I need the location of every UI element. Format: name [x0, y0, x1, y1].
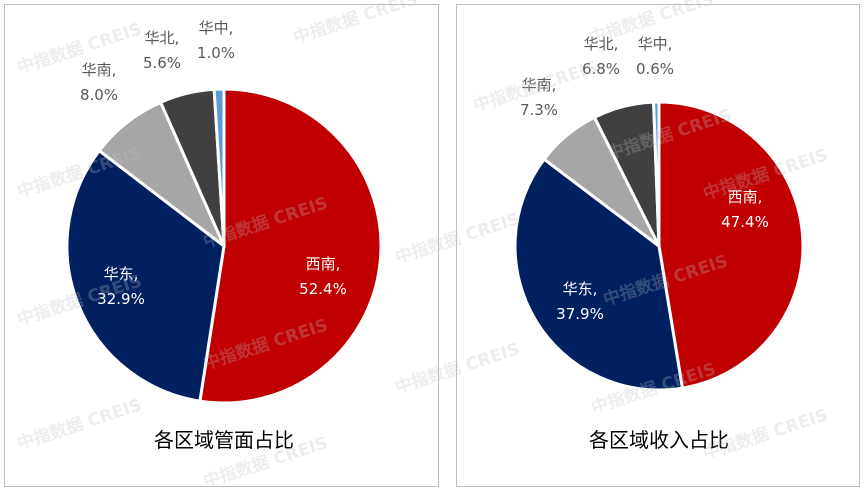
- pie-slice-central: [652, 100, 661, 248]
- data-label-east: 华东, 37.9%: [556, 280, 604, 323]
- data-label-value: 52.4%: [299, 280, 347, 298]
- data-label-value: 1.0%: [197, 44, 235, 62]
- pie-panel-revenue-share: 西南, 47.4% 华东, 37.9% 华南, 7.3% 华北, 6.8% 华中, 0.6% 各区域…: [456, 4, 860, 487]
- data-label-category: 华东,: [563, 280, 598, 298]
- data-label-value: 6.8%: [582, 60, 620, 78]
- data-label-category: 华北,: [145, 29, 180, 47]
- data-label-value: 5.6%: [143, 54, 181, 72]
- data-label-category: 华东,: [104, 265, 139, 283]
- data-label-value: 37.9%: [556, 305, 604, 323]
- data-label-value: 7.3%: [520, 101, 558, 119]
- data-label-value: 32.9%: [97, 290, 145, 308]
- pie-panel-area-share: 西南, 52.4% 华东, 32.9% 华南, 8.0% 华北, 5.6% 华中, 1.0% 各区域…: [4, 4, 439, 487]
- data-label-category: 华北,: [584, 35, 619, 53]
- data-label-category: 华南,: [522, 76, 557, 94]
- pie-slice-central: [212, 87, 226, 248]
- data-label-east: 华东, 32.9%: [97, 265, 145, 308]
- data-label-category: 华南,: [82, 61, 117, 79]
- pie-chart-area-share: 西南, 52.4% 华东, 32.9% 华南, 8.0% 华北, 5.6% 华中, 1.0% 各区域…: [65, 19, 383, 452]
- data-label-south: 华南, 7.3%: [520, 76, 558, 119]
- data-label-value: 8.0%: [80, 86, 118, 104]
- data-label-category: 华中,: [199, 19, 234, 37]
- data-label-north: 华北, 6.8%: [582, 35, 620, 78]
- data-label-south: 华南, 8.0%: [80, 61, 118, 104]
- data-label-central: 华中, 0.6%: [636, 35, 674, 78]
- pie-slice-southwest: [657, 100, 805, 390]
- pie-slice-east: [513, 157, 684, 392]
- data-label-north: 华北, 5.6%: [143, 29, 181, 72]
- chart-title: 各区域收入占比: [589, 428, 729, 452]
- data-label-value: 47.4%: [721, 213, 769, 231]
- chart-title: 各区域管面占比: [154, 428, 294, 452]
- data-label-southwest: 西南, 52.4%: [299, 255, 347, 298]
- data-label-category: 西南,: [728, 188, 763, 206]
- data-label-category: 华中,: [638, 35, 673, 53]
- data-label-category: 西南,: [306, 255, 341, 273]
- data-label-value: 0.6%: [636, 60, 674, 78]
- data-label-central: 华中, 1.0%: [197, 19, 235, 62]
- pie-slice-east: [65, 149, 226, 403]
- data-label-southwest: 西南, 47.4%: [721, 188, 769, 231]
- pie-slice-southwest: [198, 87, 383, 405]
- pie-chart-revenue-share: 西南, 47.4% 华东, 37.9% 华南, 7.3% 华北, 6.8% 华中, 0.6% 各区域…: [513, 35, 805, 452]
